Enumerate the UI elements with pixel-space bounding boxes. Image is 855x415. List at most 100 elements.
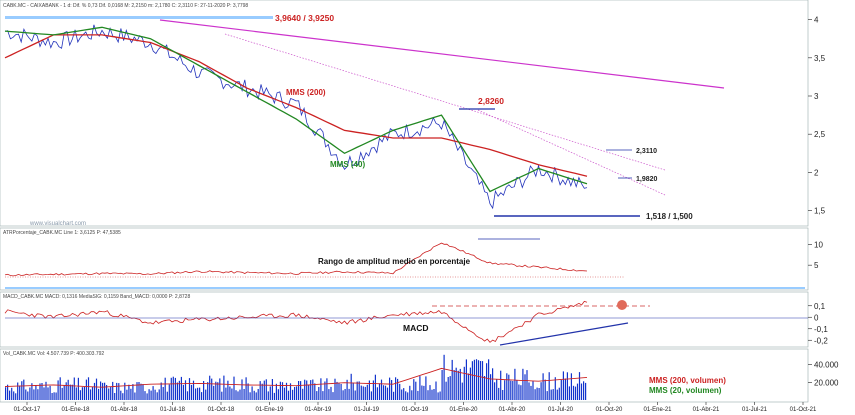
price-ytick-label: 2 [814,168,819,177]
volume-bar [67,379,69,400]
volume-bar [255,392,257,400]
volume-bar [23,379,25,400]
volume-bar [572,385,575,400]
volume-bar [209,375,211,400]
volume-bar [47,387,49,400]
volume-bar [215,381,217,400]
volume-bar [542,373,544,400]
volume-bar [585,382,587,400]
volume-bar [457,370,459,400]
volume-bar [429,385,431,400]
volume-bar [504,380,506,400]
mms200-label: MMS (200) [286,88,326,97]
volume-bar [211,378,213,400]
volume-bar [241,379,243,400]
volume-bar [413,379,415,400]
volume-bar [453,370,455,400]
volume-bar [421,385,423,400]
volume-title: Vol_CABK.MC Vol: 4.507.739 P: 400.303.79… [3,351,104,357]
volume-bar [269,386,271,400]
volume-bar [207,382,209,400]
atr-title: ATRPorcentaje_CABK.MC Line 1: 3,6125 P: … [3,230,121,236]
volume-bar [69,384,71,400]
volume-bar [328,389,330,400]
atr-ytick-label: 5 [814,261,819,270]
volume-bar [217,382,219,400]
volume-bar [91,386,94,400]
volume-bar [322,391,324,400]
vol-mms200-label: MMS (200, volumen) [649,376,726,385]
volume-bar [445,381,447,400]
volume-bar [150,390,152,400]
close-label: 2,3110 [636,148,657,155]
volume-bar [233,376,235,400]
volume-bar [368,380,370,400]
volume-bar [433,389,435,400]
long-trendline [159,19,725,89]
volume-bar [348,388,350,400]
volume-bar [318,387,320,400]
volume-bar [213,385,215,400]
volume-bar [447,377,449,400]
volume-bar [223,375,225,400]
volume-bar [520,385,522,400]
volume-bar [506,373,508,400]
volume-bar [556,389,558,400]
volume-bar [441,370,443,400]
x-tick-label: 01-Abr-18 [111,407,138,413]
volume-bar [562,371,564,400]
volume-bar [316,391,318,400]
volume-bar [443,354,445,400]
x-tick-label: 01-Oct-17 [14,407,41,413]
x-tick-label: 01-Abr-20 [499,407,526,413]
x-tick-label: 01-Oct-20 [596,407,623,413]
volume-bar [522,368,524,400]
volume-bar [310,380,312,400]
volume-bar [285,382,288,400]
volume-bar [251,386,253,400]
volume-bar [116,382,118,400]
volume-bar [118,383,120,400]
volume-bar [271,379,273,400]
volume-bar [302,388,304,400]
volume-bar [53,392,55,400]
volume-bar [376,387,378,400]
volume-bar [263,380,265,400]
volume-bar [279,381,281,400]
volume-bar [330,386,332,400]
price-ytick-label: 2,5 [814,130,826,139]
volume-bar [265,379,267,400]
volume-bar [156,392,158,400]
volume-bar [11,387,13,400]
volume-bar [546,391,548,400]
volume-bar [342,390,344,400]
volume-bar [120,390,122,400]
volume-bar [195,388,197,400]
volume-bar [467,373,469,400]
volume-bar [93,382,96,400]
volume-bar [65,382,67,400]
volume-bar [344,389,346,400]
volume-bar [166,391,168,400]
volume-bar [59,377,61,400]
volume-bar [237,391,239,400]
volume-bar [152,386,154,400]
volume-bar [235,390,237,400]
volume-bar [425,376,427,400]
volume-bar [132,384,134,400]
volume-bar [498,387,500,400]
support-label: 1,9820 [636,176,658,183]
volume-bar [471,361,473,400]
volume-bar [332,392,334,400]
volume-bar [154,389,156,400]
atr-base-band [5,287,805,289]
macd-ytick-label: 0 [814,313,819,322]
volume-bar [502,390,504,400]
volume-bar [481,361,484,400]
volume-bar [87,377,90,400]
volume-bar [257,389,259,400]
volume-bar [560,380,562,400]
volume-bar [463,366,465,400]
volume-bar [518,384,520,400]
